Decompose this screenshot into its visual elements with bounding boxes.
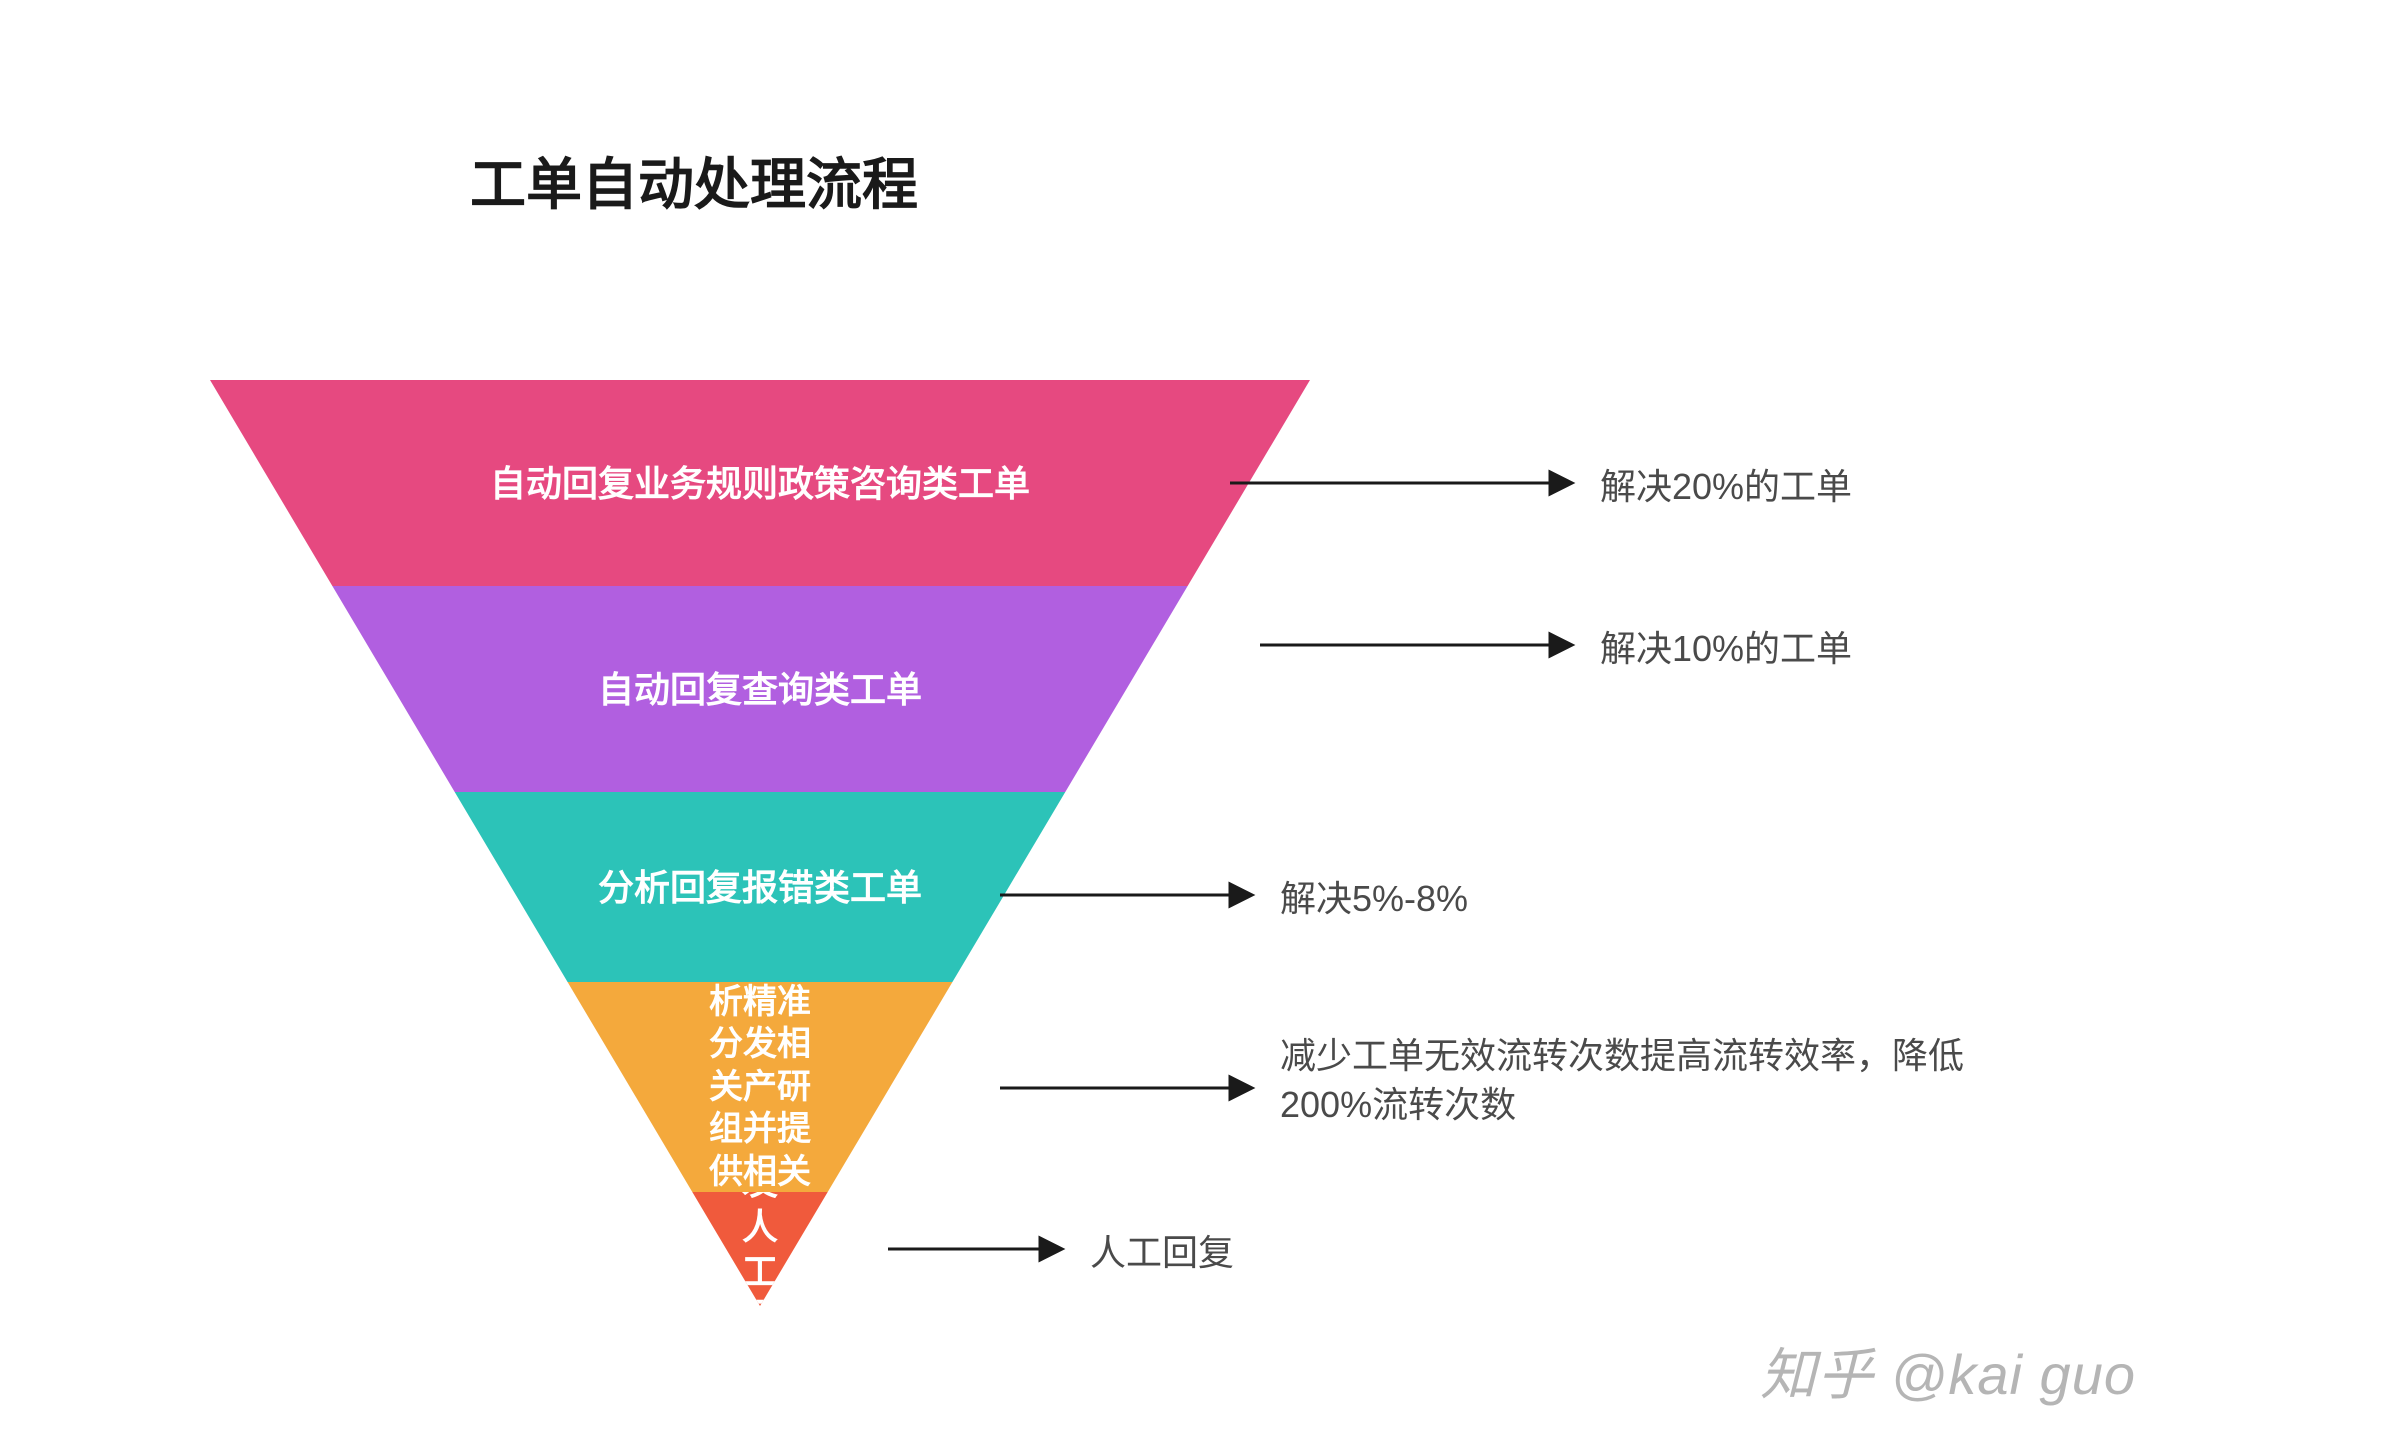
annotation-text-0: 解决20%的工单 <box>1600 458 1852 510</box>
watermark: 知乎 @kai guo <box>1760 1330 2136 1411</box>
funnel-layer-1: 自动回复查询类工单 <box>210 586 1310 792</box>
annotation-text-4: 人工回复 <box>1090 1224 1234 1276</box>
annotation-text-2: 解决5%-8% <box>1280 870 1468 922</box>
funnel-layer-label: 自动回复业务规则政策咨询类工单 <box>367 461 1154 506</box>
annotation-text-3: 减少工单无效流转次数提高流转效率，降低200%流转次数 <box>1280 1032 2000 1129</box>
funnel-layer-label: 自动回复查询类工单 <box>479 667 1041 712</box>
funnel-layer-2: 分析回复报错类工单 <box>210 792 1310 982</box>
funnel-layer-label: 分析回复报错类工单 <box>583 865 937 910</box>
funnel-layer-0: 自动回复业务规则政策咨询类工单 <box>210 380 1310 586</box>
diagram-title: 工单自动处理流程 <box>470 140 918 221</box>
funnel-layer-3: 综合分析精准分发相关产研组并提供相关日志 <box>210 982 1310 1192</box>
annotation-text-1: 解决10%的工单 <box>1600 620 1852 672</box>
funnel: 自动回复业务规则政策咨询类工单自动回复查询类工单分析回复报错类工单综合分析精准分… <box>210 380 1310 1306</box>
diagram-canvas: 工单自动处理流程 自动回复业务规则政策咨询类工单自动回复查询类工单分析回复报错类… <box>0 0 2384 1440</box>
funnel-layer-label: 综合分析精准分发相关产研组并提供相关日志 <box>698 938 823 1236</box>
